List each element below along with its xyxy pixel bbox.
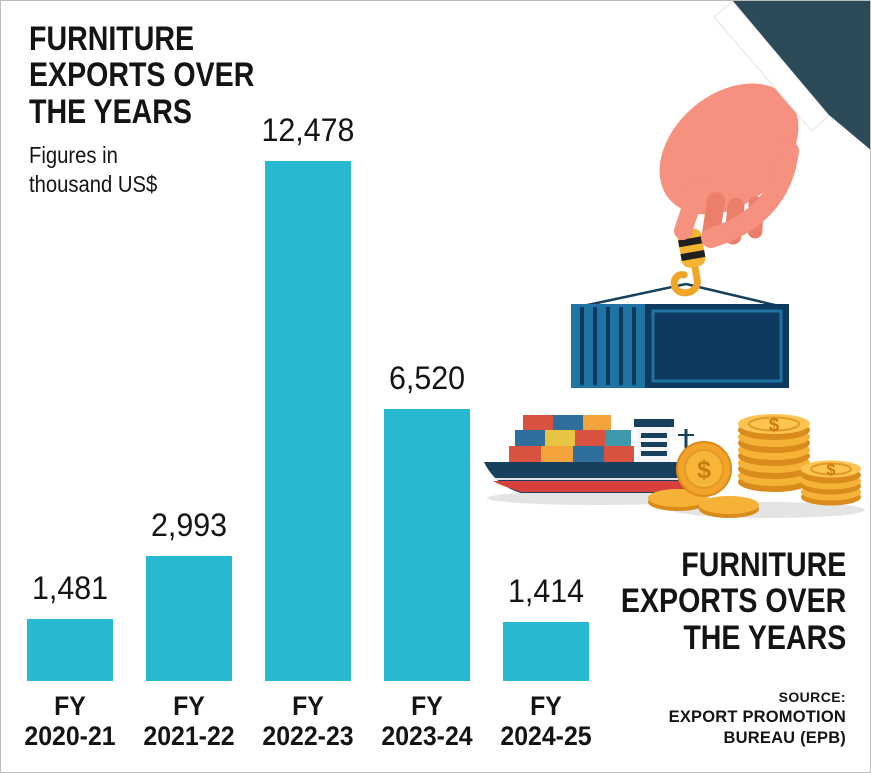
page-title: FURNITURE EXPORTS OVER THE YEARS	[29, 20, 255, 131]
bar-category-label-line: FY	[411, 691, 443, 721]
bar	[146, 556, 232, 681]
bar-category-label-line: FY	[173, 691, 205, 721]
bar-labels: FY 2020-21 FY 2021-22 FY 2022-23 FY 2023-24 FY 20…	[19, 691, 597, 751]
bar-category-label-line: FY	[530, 691, 562, 721]
source-credit: SOURCE: EXPORT PROMOTION BUREAU (EPB)	[669, 689, 846, 748]
illustration-title: FURNITURE EXPORTS OVER THE YEARS	[620, 546, 846, 657]
bar-category-label-line: 2023-24	[381, 721, 473, 752]
bar-column: 1,481	[19, 570, 121, 681]
bar-value-label: 12,478	[261, 112, 355, 148]
bar-value-label: 1,481	[31, 570, 109, 607]
suit-sleeve	[713, 1, 870, 150]
bar-category-label: FY 2024-25	[499, 691, 593, 751]
coin-dollar-sign: $	[769, 415, 780, 436]
page-title-line: THE YEARS	[29, 92, 192, 131]
cargo-ship-icon	[484, 415, 711, 505]
bar-category-label-line: 2020-21	[24, 721, 116, 752]
bar-category-label-line: 2024-25	[500, 721, 592, 752]
bar	[27, 619, 113, 681]
bar-category-label: FY 2020-21	[23, 691, 117, 751]
bar	[384, 409, 470, 681]
chart-unit-note-line: Figures in	[29, 142, 118, 168]
bar-chart: 1,481 2,993 12,478 6,520 1,414	[19, 1, 597, 681]
bar-column: 6,520	[376, 360, 478, 681]
illustration: $ $ $	[484, 1, 870, 518]
coin-icon: $	[676, 441, 732, 497]
source-label: SOURCE:	[778, 689, 846, 705]
coin-stack-icon: $	[738, 414, 810, 492]
bar-value-label: 1,414	[507, 573, 585, 610]
bar	[265, 161, 351, 681]
illustration-title-line: EXPORTS OVER	[620, 582, 846, 621]
bar-value-label: 2,993	[150, 507, 228, 544]
page-title-line: FURNITURE	[29, 20, 195, 58]
page-title-line: EXPORTS OVER	[29, 56, 255, 95]
coin-dollar-sign: $	[697, 456, 711, 484]
source-name-line: BUREAU (EPB)	[723, 728, 846, 747]
bar-category-label-line: FY	[292, 691, 324, 721]
chart-unit-note-line: thousand US$	[29, 170, 158, 197]
bar	[503, 622, 589, 681]
hand-icon	[659, 83, 799, 248]
shipping-container-icon	[571, 304, 789, 388]
bar-category-label: FY 2021-22	[142, 691, 236, 751]
bar-category-label-line: 2021-22	[143, 721, 235, 752]
bar-category-label: FY 2023-24	[380, 691, 474, 751]
coin-stack-icon: $	[801, 460, 861, 506]
bar-category-label-line: FY	[54, 691, 86, 721]
coins-icon: $ $ $	[648, 414, 865, 518]
chart-unit-note: Figures in thousand US$	[29, 141, 157, 199]
bar-column: 2,993	[138, 507, 240, 681]
bar-value-label: 6,520	[388, 360, 466, 397]
bar-column: 12,478	[257, 112, 359, 681]
bar-category-label-line: 2022-23	[262, 721, 354, 752]
illustration-title-line: THE YEARS	[683, 618, 846, 657]
bar-column: 1,414	[495, 573, 597, 681]
bar-category-label: FY 2022-23	[261, 691, 355, 751]
illustration-title-line: FURNITURE	[680, 546, 846, 584]
crane-cables	[582, 282, 780, 308]
source-name-line: EXPORT PROMOTION	[668, 708, 846, 726]
coin-dollar-sign: $	[827, 462, 836, 479]
